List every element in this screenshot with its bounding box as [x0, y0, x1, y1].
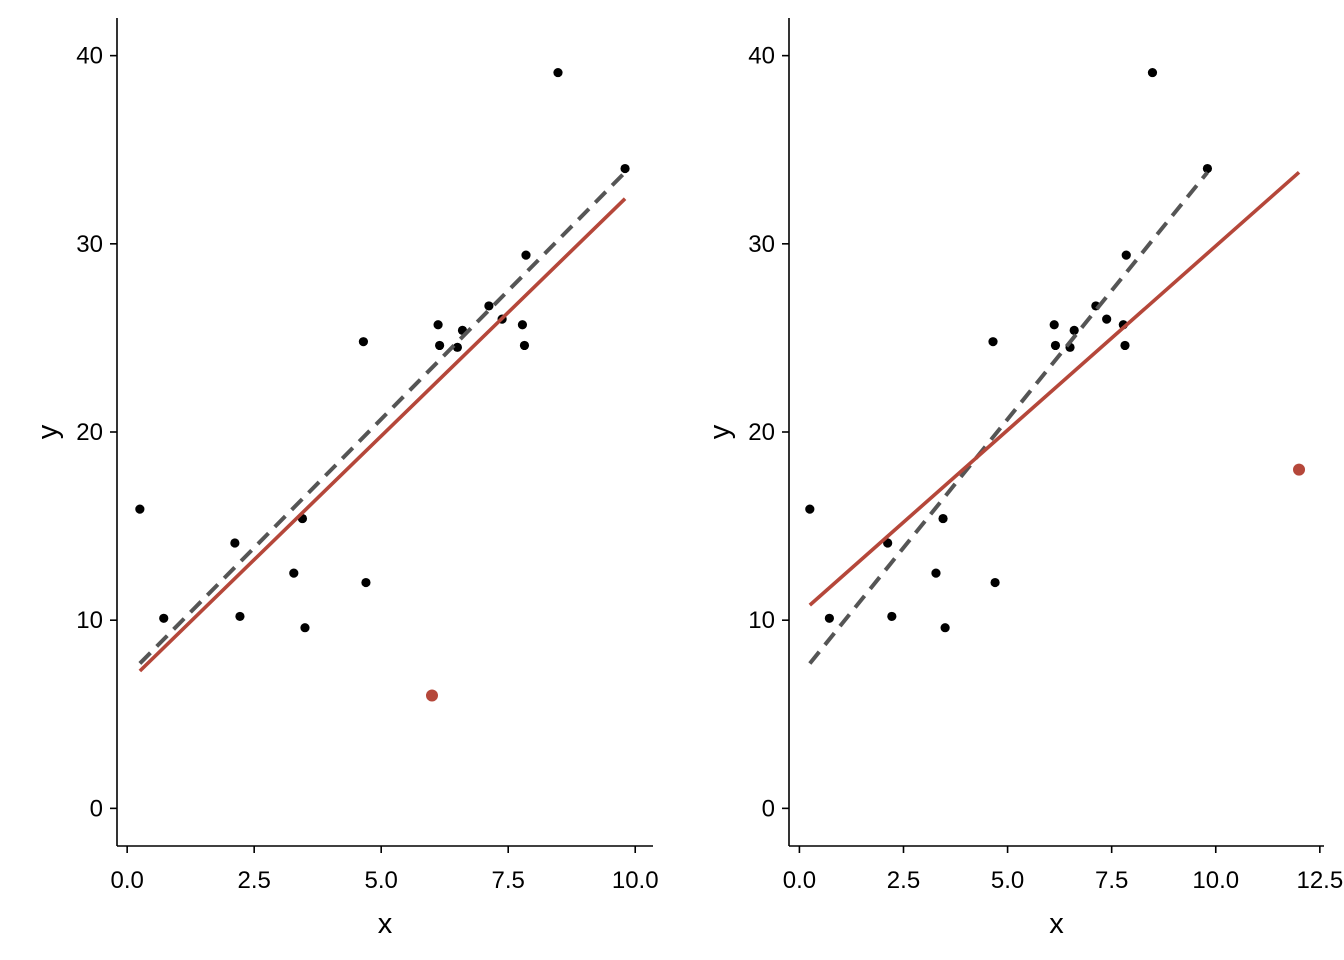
- y-axis-title: y: [704, 424, 736, 439]
- data-point: [1102, 314, 1112, 324]
- data-point: [990, 577, 1000, 588]
- x-tick-label: 7.5: [1095, 867, 1128, 894]
- data-point: [361, 577, 371, 588]
- x-tick-label: 10.0: [612, 867, 659, 894]
- y-tick-label: 0: [90, 795, 103, 822]
- data-point: [883, 538, 893, 548]
- data-point: [135, 504, 145, 514]
- data-point: [435, 340, 445, 351]
- data-point: [235, 611, 245, 622]
- highlight-fit-line: [808, 170, 1301, 607]
- data-point: [553, 67, 563, 78]
- y-tick-label: 40: [748, 43, 775, 70]
- data-point: [300, 623, 310, 633]
- y-tick-label: 20: [76, 419, 103, 446]
- data-point: [805, 504, 815, 514]
- data-point: [1202, 163, 1213, 174]
- data-point: [931, 568, 941, 578]
- data-point: [519, 340, 530, 351]
- y-tick-label: 30: [748, 231, 775, 258]
- highlight-fit-line: [138, 197, 627, 673]
- data-point: [433, 320, 443, 330]
- data-point: [940, 623, 950, 633]
- x-tick-label: 0.0: [783, 867, 816, 894]
- data-point: [230, 538, 240, 548]
- x-tick-label: 2.5: [887, 867, 920, 894]
- data-point: [887, 611, 897, 622]
- data-point: [1049, 320, 1059, 330]
- data-point: [484, 301, 494, 311]
- x-axis-title: x: [1049, 908, 1064, 940]
- data-point: [1120, 340, 1130, 351]
- x-tick-label: 0.0: [110, 867, 143, 894]
- data-point: [620, 163, 630, 174]
- y-tick-label: 20: [748, 419, 775, 446]
- reference-fit-line: [808, 171, 1209, 665]
- data-point: [1121, 250, 1131, 260]
- data-point: [159, 613, 169, 623]
- reference-fit-line: [138, 170, 627, 665]
- x-tick-label: 7.5: [492, 867, 525, 894]
- y-tick-label: 10: [748, 607, 775, 634]
- x-tick-label: 10.0: [1192, 867, 1239, 894]
- x-tick-label: 5.0: [365, 867, 398, 894]
- y-tick-label: 0: [762, 795, 775, 822]
- y-tick-label: 30: [76, 231, 103, 258]
- right-panel: 0 10 20 30 40 0.0 2.5 5.0 7.5 10.0 12.5 x y: [704, 18, 1343, 940]
- data-point: [358, 337, 369, 347]
- data-point: [521, 250, 531, 260]
- y-tick-label: 40: [76, 43, 103, 70]
- data-point: [1050, 340, 1061, 351]
- data-point: [517, 320, 528, 330]
- data-point: [452, 342, 462, 352]
- highlighted-point: [1293, 463, 1306, 476]
- left-panel: 0 10 20 30 40 0.0 2.5 5.0 7.5 10.0 x y: [32, 18, 659, 940]
- x-tick-label: 2.5: [237, 867, 270, 894]
- y-tick-label: 10: [76, 607, 103, 634]
- y-axis-title: y: [32, 424, 64, 439]
- data-point: [1069, 325, 1079, 335]
- x-tick-label: 5.0: [991, 867, 1024, 894]
- data-point: [824, 613, 834, 623]
- data-point: [1147, 67, 1158, 78]
- data-point: [988, 337, 998, 347]
- x-axis-title: x: [378, 908, 393, 940]
- highlighted-point: [425, 689, 438, 702]
- data-point: [289, 568, 299, 578]
- x-tick-label: 12.5: [1296, 867, 1343, 894]
- data-point: [938, 513, 948, 524]
